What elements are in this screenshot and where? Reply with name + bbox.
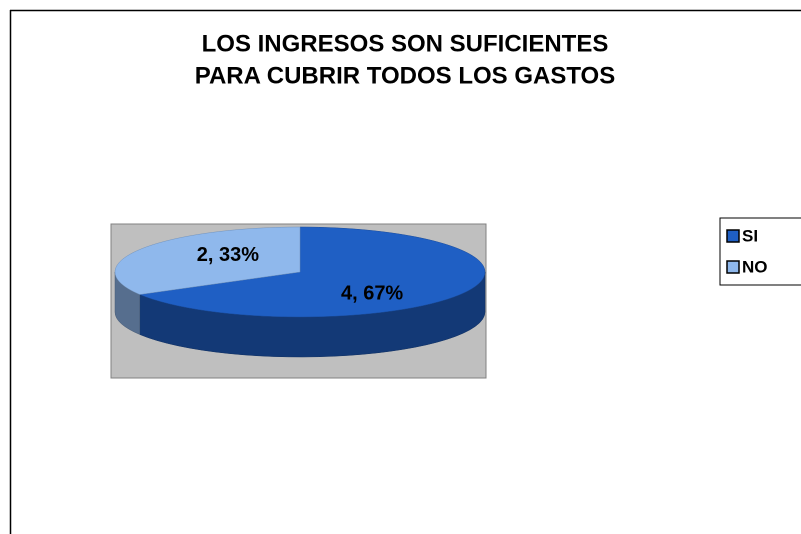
chart-title: LOS INGRESOS SON SUFICIENTES <box>202 30 609 57</box>
legend-swatch <box>726 229 740 243</box>
legend-swatch <box>726 260 740 274</box>
chart-title: PARA CUBRIR TODOS LOS GASTOS <box>195 62 615 89</box>
pie-slice <box>138 226 486 318</box>
data-label: 2, 33% <box>197 244 259 266</box>
data-label: 4, 67% <box>341 282 403 304</box>
pie-slice <box>114 226 301 295</box>
legend-box <box>719 217 801 286</box>
legend-label: NO <box>742 257 768 276</box>
legend-label: SI <box>742 226 758 245</box>
